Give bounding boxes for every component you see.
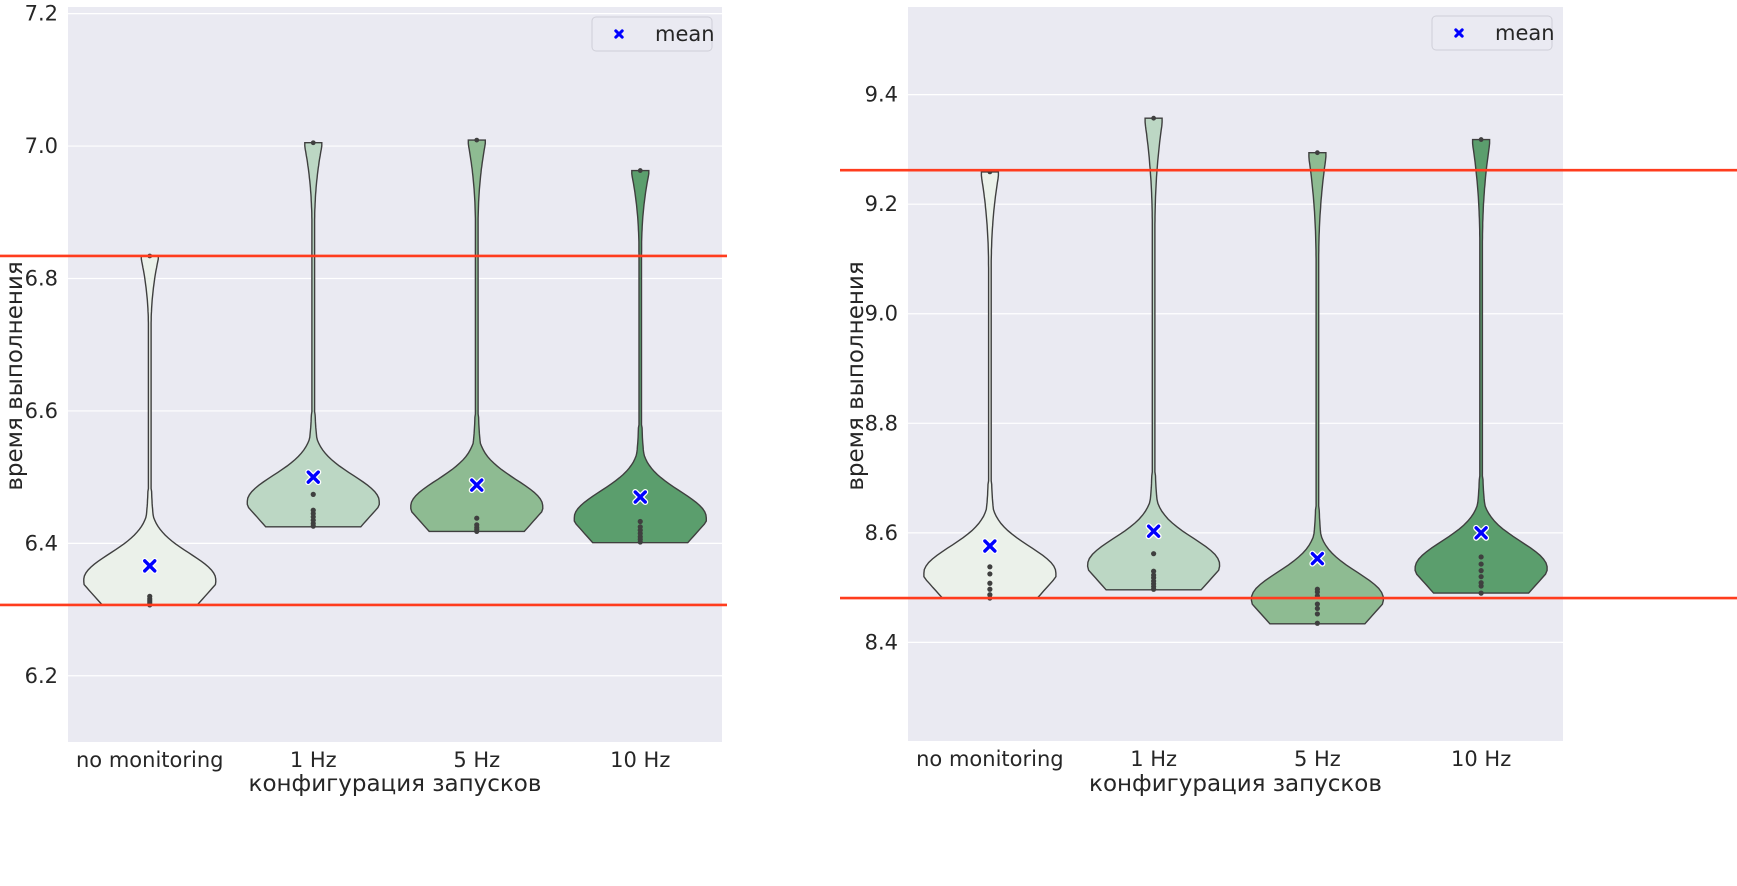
data-point (987, 571, 993, 577)
mean-marker (632, 489, 649, 505)
legend-label: mean (1495, 21, 1555, 45)
y-axis-label: время выполнения (2, 261, 28, 490)
data-point (1478, 561, 1484, 567)
legend: mean (1431, 15, 1555, 51)
data-point (637, 524, 643, 530)
y-tick-label: 6.2 (25, 664, 58, 688)
y-tick-label: 8.8 (865, 411, 898, 435)
y-tick-label: 6.4 (25, 531, 58, 555)
mean-marker-stroke (1146, 524, 1161, 538)
x-tick-label: 5 Hz (1294, 747, 1341, 771)
data-point (1478, 574, 1484, 580)
chart-panel-1: 6.2 6.4 6.6 6.8 7.0 7.2 no monitoring 1 Hz 5 Hz 1… (0, 2, 727, 797)
plot-area (908, 7, 1563, 741)
legend-box (591, 16, 713, 52)
violin-3 (410, 139, 544, 533)
x-tick-label: no monitoring (916, 747, 1063, 771)
legend-label: mean (655, 22, 715, 46)
violin-2 (246, 142, 381, 528)
y-tick-label: 7.2 (25, 2, 58, 26)
plot-area (68, 7, 722, 742)
mean-marker (1309, 550, 1326, 567)
y-tick-label: 8.4 (865, 630, 898, 654)
mean-marker-stroke (306, 470, 320, 484)
data-point (1314, 150, 1320, 156)
data-point (987, 592, 993, 598)
data-point (1478, 554, 1484, 560)
x-tick-label: 10 Hz (610, 748, 670, 772)
mean-marker (468, 477, 485, 494)
violin-4 (573, 169, 707, 544)
data-point (1478, 590, 1484, 596)
violin-2 (1086, 117, 1221, 591)
data-point (1314, 586, 1320, 592)
mean-marker (305, 469, 322, 486)
data-point (1151, 551, 1157, 557)
data-point (474, 137, 480, 143)
y-tick-label: 9.4 (865, 83, 898, 107)
x-axis-label: конфигурация запусков (249, 771, 542, 797)
mean-marker (1145, 523, 1162, 540)
data-point (1478, 568, 1484, 574)
data-point (987, 580, 993, 586)
legend-box (1431, 15, 1553, 51)
legend-mean-icon (1454, 28, 1464, 38)
data-point (637, 518, 643, 525)
mean-marker (1473, 524, 1490, 541)
mean-marker-stroke (1310, 551, 1325, 566)
x-tick-label: 1 Hz (1130, 747, 1177, 771)
legend-mean-icon (614, 29, 624, 39)
data-point (310, 140, 316, 146)
data-point (310, 491, 316, 497)
data-point (1314, 620, 1320, 626)
x-tick-label: no monitoring (76, 748, 223, 772)
y-tick-label: 6.6 (25, 399, 58, 423)
data-point (1151, 568, 1157, 574)
data-point (987, 564, 993, 570)
y-tick-label: 7.0 (25, 134, 58, 158)
y-axis-label: время выполнения (843, 261, 869, 490)
data-point (987, 586, 993, 592)
violin-3 (1250, 152, 1385, 625)
data-point (474, 522, 480, 528)
data-point (310, 507, 316, 513)
chart-panel-2: 8.4 8.6 8.8 9.0 9.2 9.4 no monitoring 1 Hz 5 Hz 1… (840, 7, 1737, 797)
data-point (637, 168, 643, 173)
legend: mean (591, 16, 715, 52)
mean-marker (981, 537, 998, 554)
data-point (1478, 137, 1484, 142)
y-tick-label: 9.0 (865, 302, 898, 326)
mean-marker-stroke (470, 478, 484, 492)
x-tick-label: 1 Hz (290, 748, 337, 772)
mean-marker-stroke (983, 539, 997, 553)
y-tick-label: 9.2 (865, 192, 898, 216)
mean-marker-stroke (1474, 526, 1488, 540)
data-point (1314, 611, 1320, 617)
mean-marker-stroke (143, 559, 157, 573)
data-point (1314, 601, 1320, 607)
data-point (147, 593, 153, 599)
x-tick-label: 10 Hz (1451, 747, 1511, 771)
data-point (1314, 605, 1320, 612)
violin-4 (1414, 138, 1548, 594)
mean-marker-stroke (633, 490, 647, 504)
data-point (1151, 572, 1157, 578)
violin-1 (923, 171, 1057, 599)
y-tick-label: 6.8 (25, 266, 58, 290)
data-point (1151, 115, 1157, 121)
data-point (474, 515, 480, 521)
data-point (1478, 580, 1484, 586)
x-tick-label: 5 Hz (453, 748, 500, 772)
mean-marker (141, 557, 158, 574)
y-tick-label: 8.6 (865, 521, 898, 545)
x-axis-label: конфигурация запусков (1089, 771, 1382, 797)
